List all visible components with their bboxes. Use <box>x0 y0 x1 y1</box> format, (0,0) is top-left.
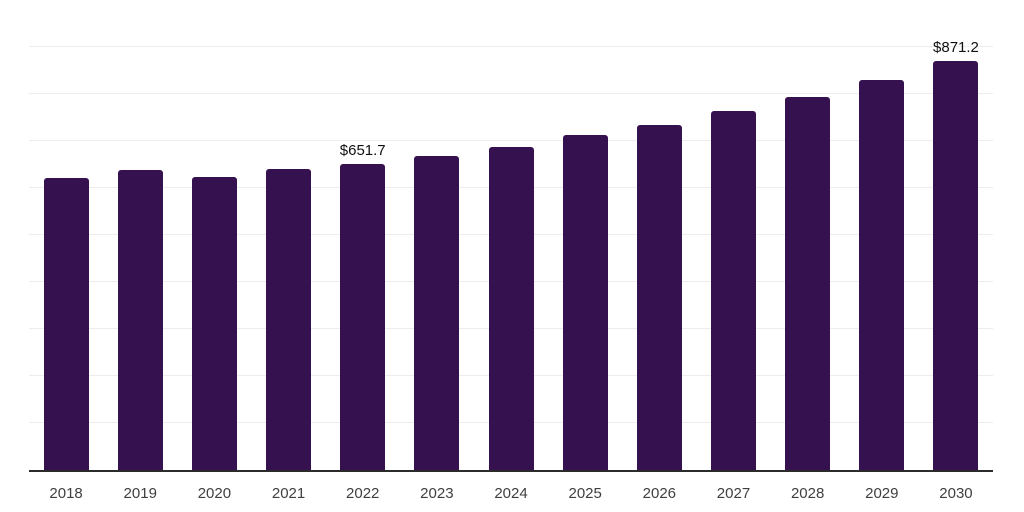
bar-column-2018 <box>29 0 103 470</box>
bar-column-2029 <box>845 0 919 470</box>
x-tick-2020: 2020 <box>197 485 232 502</box>
x-tick-2024: 2024 <box>494 485 528 502</box>
x-axis-labels: 2018 2019 2020 2021 2022 2023 2024 2025 2026 2027… <box>29 485 993 502</box>
x-tick-2026: 2026 <box>642 485 677 502</box>
bar-column-2027 <box>696 0 770 470</box>
bar-column-2030: $871.2 <box>919 0 993 470</box>
bar-2028 <box>785 96 831 470</box>
gridline-700 <box>29 140 993 141</box>
bar-2024 <box>488 147 534 470</box>
gridline-900 <box>29 46 993 47</box>
bar-column-2024 <box>474 0 548 470</box>
x-tick-2025: 2025 <box>568 485 602 502</box>
bar-2019 <box>117 170 163 470</box>
bar-2027 <box>710 111 756 470</box>
bar-2023 <box>414 155 460 470</box>
bar-column-2022: $651.7 <box>326 0 400 470</box>
data-label-2022: $651.7 <box>339 141 386 159</box>
bar-column-2021 <box>251 0 325 470</box>
x-tick-2023: 2023 <box>420 485 454 502</box>
x-tick-2018: 2018 <box>49 485 83 502</box>
bar-2030 <box>933 60 979 470</box>
x-tick-2019: 2019 <box>123 485 157 502</box>
bar-2025 <box>562 135 608 470</box>
x-tick-2028: 2028 <box>790 485 825 502</box>
bar-column-2023 <box>400 0 474 470</box>
x-tick-2027: 2027 <box>716 485 751 502</box>
bar-column-2028 <box>771 0 845 470</box>
data-label-2030: $871.2 <box>933 38 979 56</box>
bar-column-2025 <box>548 0 622 470</box>
bar-column-2020 <box>177 0 251 470</box>
bar-2026 <box>636 124 682 470</box>
x-tick-2029: 2029 <box>865 485 899 502</box>
bar-2018 <box>43 178 89 470</box>
bar-column-2026 <box>622 0 696 470</box>
bar-column-2019 <box>103 0 177 470</box>
bar-2029 <box>859 79 905 470</box>
bar-2020 <box>191 177 237 470</box>
x-axis-line <box>29 470 993 472</box>
x-tick-2022: 2022 <box>346 485 380 502</box>
gridline-800 <box>29 93 993 94</box>
bars: $651.7 $871.2 <box>29 0 993 470</box>
bar-2022 <box>340 163 386 470</box>
x-tick-2021: 2021 <box>271 485 306 502</box>
x-tick-2030: 2030 <box>939 485 973 502</box>
plot-area: $651.7 $871.2 <box>29 0 993 470</box>
bar-2021 <box>266 169 312 470</box>
